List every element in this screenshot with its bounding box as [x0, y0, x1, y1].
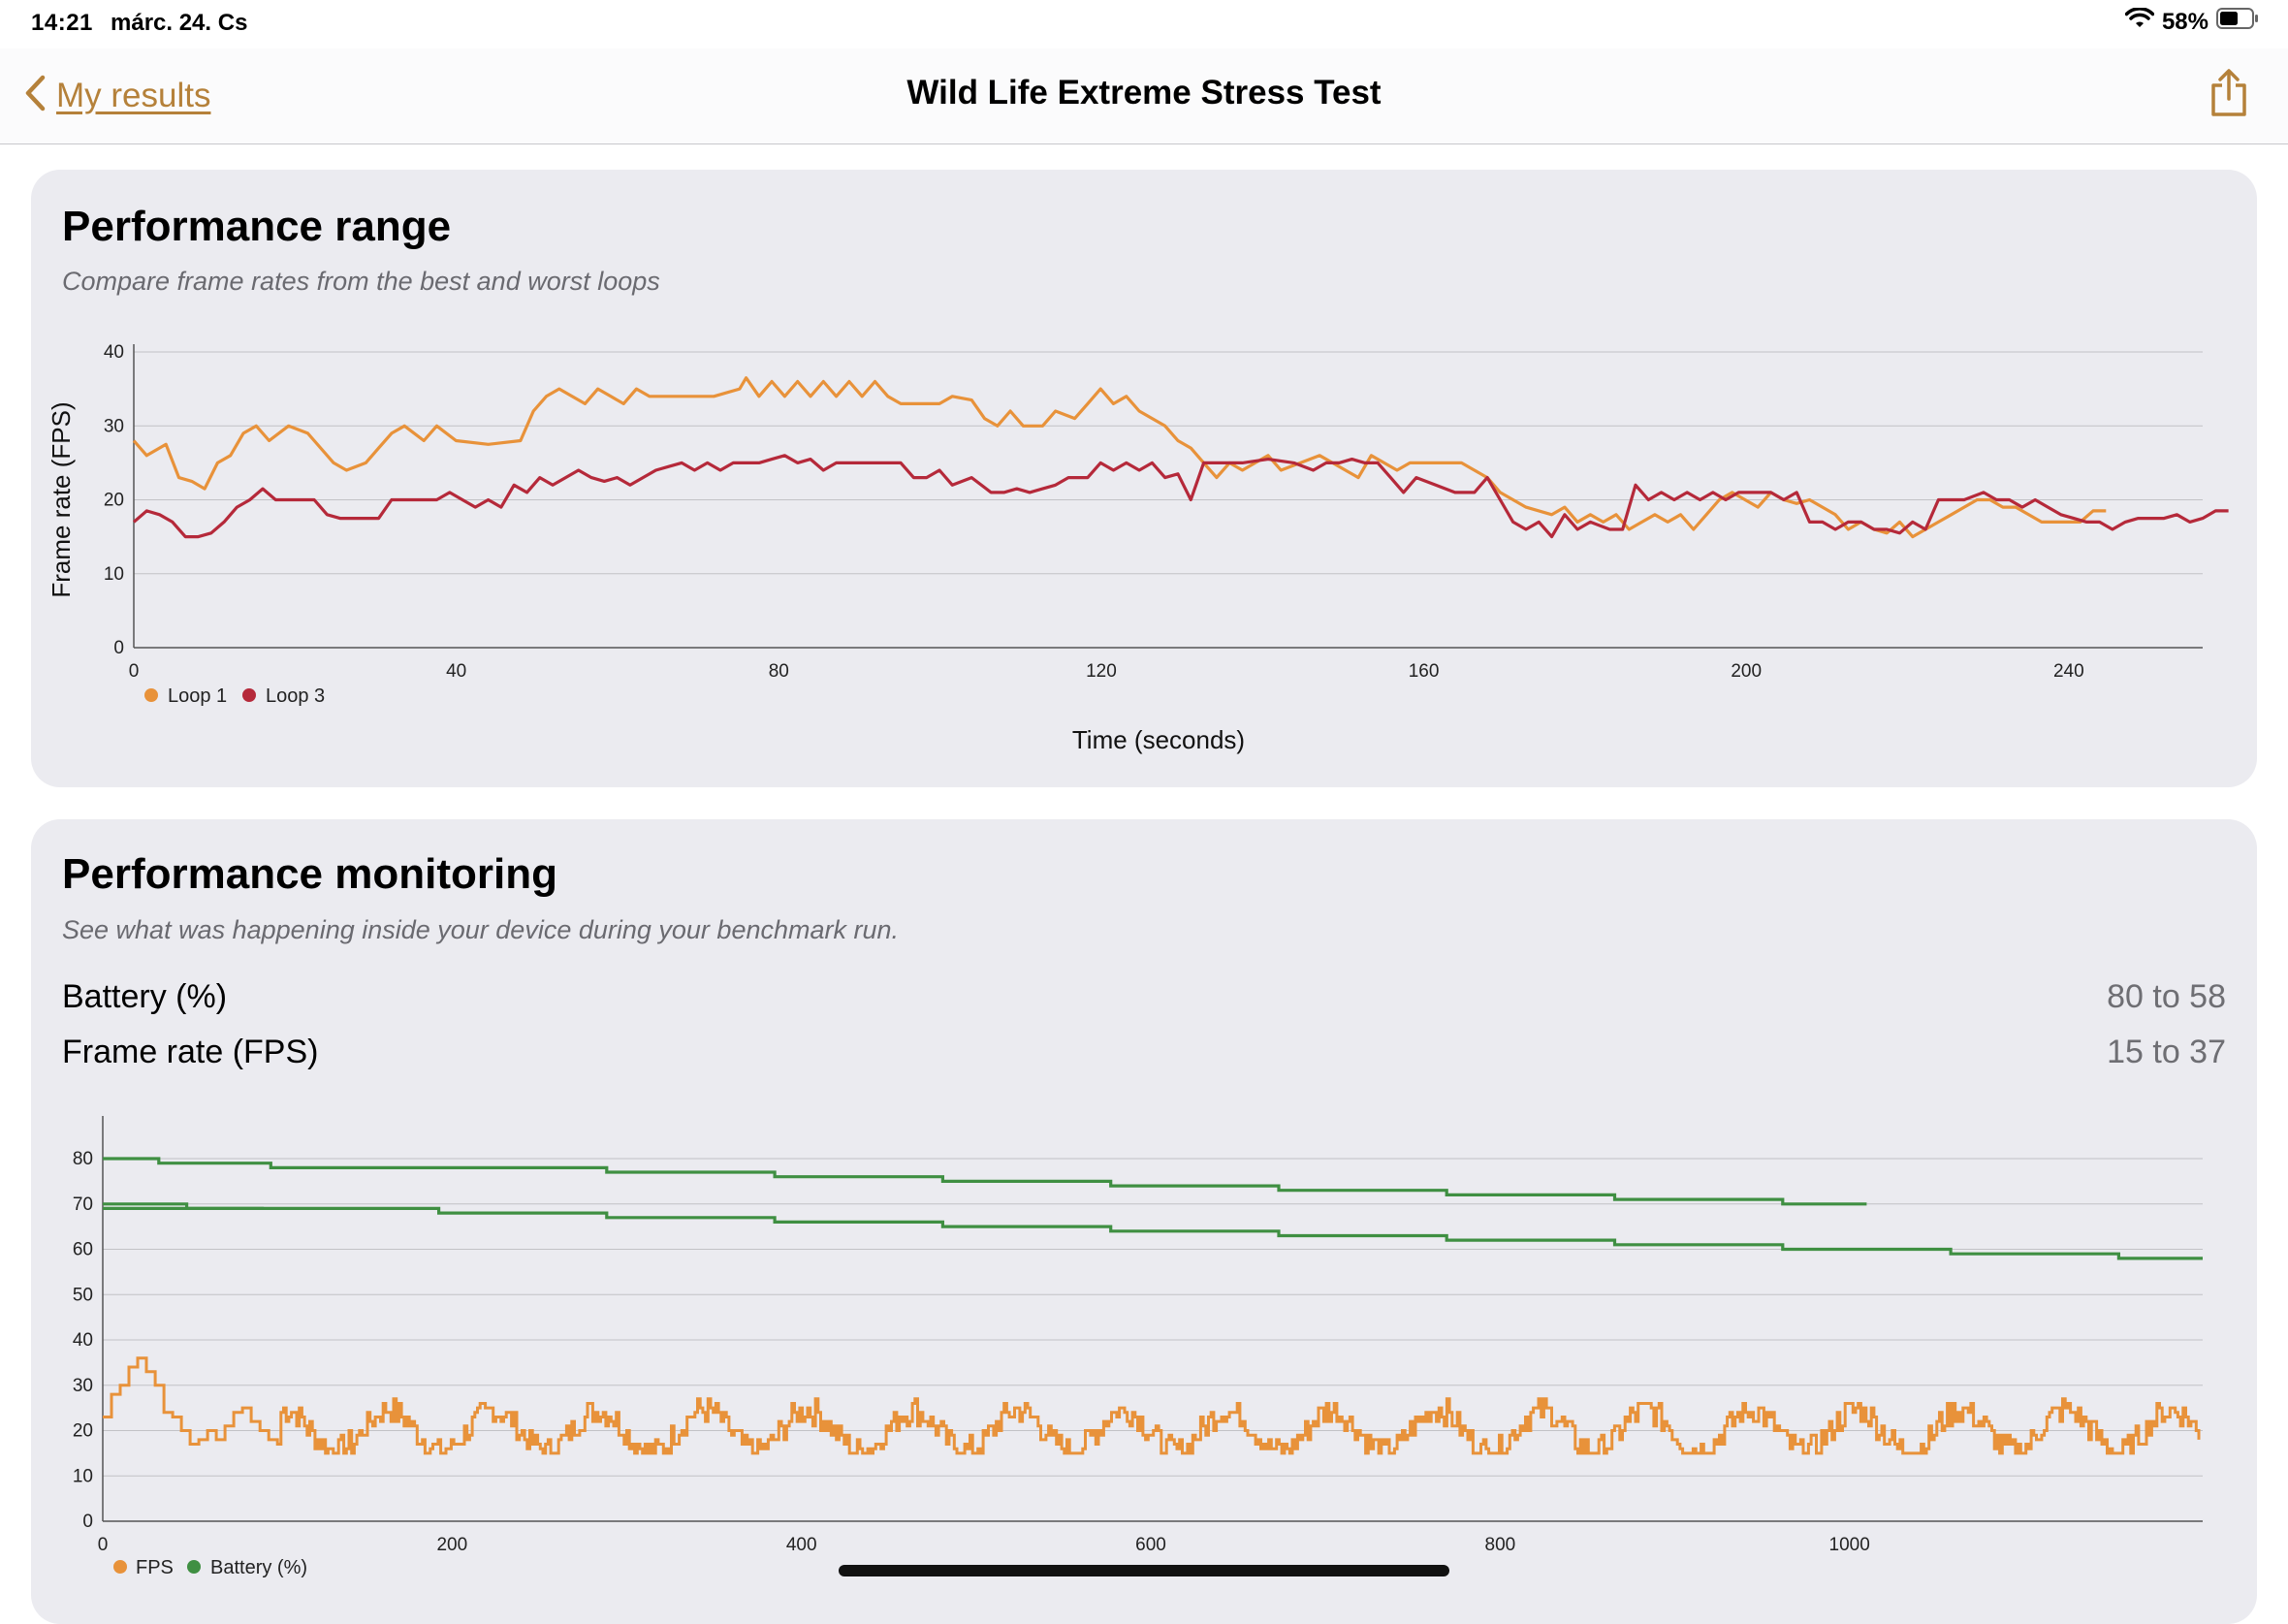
battery-percent: 58% — [2161, 8, 2209, 35]
legend-marker-loop-3 — [242, 688, 256, 702]
x-tick-label: 120 — [1086, 661, 1117, 682]
y-tick-label: 30 — [104, 416, 124, 436]
y-axis-title: Frame rate (FPS) — [47, 401, 76, 597]
battery-icon — [2216, 8, 2259, 36]
series-line-loop-1 — [132, 376, 2107, 539]
back-button-label: My results — [56, 76, 211, 114]
y-tick-label: 50 — [73, 1285, 93, 1305]
y-tick-label: 0 — [82, 1512, 93, 1532]
performance-range-chart: 0 10 20 30 40 0 40 80 120 160 200 240 Frame rate (FP… — [47, 342, 2229, 754]
chart-legend: FPS Battery (%) — [113, 1557, 307, 1578]
legend-label-loop-1: Loop 1 — [168, 685, 227, 707]
legend-marker-loop-1 — [144, 688, 158, 702]
legend-label-battery: Battery (%) — [210, 1557, 307, 1578]
x-tick-label: 600 — [1135, 1535, 1166, 1555]
x-tick-label: 400 — [786, 1535, 817, 1555]
performance-monitoring-subtitle: See what was happening inside your devic… — [62, 915, 900, 944]
status-time: 14:21 — [31, 10, 93, 36]
battery-series-line-2 — [103, 1202, 2203, 1260]
battery-series-line-1 — [103, 1157, 1867, 1206]
battery-metric-label: Battery (%) — [62, 978, 228, 1015]
status-bar: 14:21 márc. 24. Cs 58% — [0, 0, 2288, 48]
fps-series-line — [103, 1356, 2201, 1455]
x-tick-label: 200 — [1731, 661, 1762, 682]
navigation-bar: My results Wild Life Extreme Stress Test — [0, 48, 2288, 144]
framerate-metric-label: Frame rate (FPS) — [62, 1034, 319, 1070]
x-tick-label: 0 — [98, 1535, 109, 1555]
y-tick-label: 60 — [73, 1240, 93, 1260]
x-tick-label: 240 — [2053, 661, 2084, 682]
chart-legend: Loop 1 Loop 3 — [144, 685, 325, 707]
y-tick-label: 20 — [73, 1421, 93, 1442]
y-tick-label: 10 — [104, 564, 124, 585]
performance-monitoring-card: Performance monitoring See what was happ… — [31, 819, 2257, 1624]
status-indicators: 58% — [2124, 7, 2259, 36]
series-line-loop-3 — [132, 454, 2229, 539]
chevron-left-icon — [23, 74, 47, 117]
home-indicator[interactable] — [839, 1565, 1449, 1576]
x-tick-label: 80 — [769, 661, 789, 682]
y-tick-label: 20 — [104, 491, 124, 511]
x-axis-title: Time (seconds) — [1072, 725, 1245, 754]
y-tick-label: 10 — [73, 1466, 93, 1486]
framerate-metric-value: 15 to 37 — [2107, 1034, 2226, 1070]
y-tick-label: 40 — [73, 1330, 93, 1351]
y-tick-label: 0 — [113, 638, 124, 658]
wifi-icon — [2124, 7, 2155, 36]
share-button[interactable] — [2209, 68, 2249, 123]
legend-label-loop-3: Loop 3 — [266, 685, 325, 707]
share-icon — [2209, 69, 2249, 122]
x-tick-label: 0 — [129, 661, 140, 682]
x-tick-label: 40 — [446, 661, 466, 682]
page-title: Wild Life Extreme Stress Test — [906, 74, 1382, 111]
performance-range-title: Performance range — [62, 203, 452, 250]
battery-metric-value: 80 to 58 — [2107, 978, 2226, 1015]
status-date: márc. 24. Cs — [111, 10, 248, 36]
legend-marker-battery — [187, 1560, 201, 1574]
x-tick-label: 800 — [1485, 1535, 1516, 1555]
x-tick-label: 200 — [436, 1535, 467, 1555]
y-tick-label: 30 — [73, 1376, 93, 1396]
x-tick-label: 160 — [1409, 661, 1440, 682]
performance-range-card: Performance range Compare frame rates fr… — [31, 170, 2257, 787]
performance-monitoring-title: Performance monitoring — [62, 850, 557, 898]
y-tick-label: 80 — [73, 1149, 93, 1169]
x-tick-label: 1000 — [1829, 1535, 1870, 1555]
back-button[interactable]: My results — [23, 74, 210, 117]
performance-range-subtitle: Compare frame rates from the best and wo… — [62, 267, 660, 296]
y-tick-label: 40 — [104, 342, 124, 363]
legend-label-fps: FPS — [136, 1557, 174, 1578]
legend-marker-fps — [113, 1560, 127, 1574]
y-tick-label: 70 — [73, 1194, 93, 1215]
